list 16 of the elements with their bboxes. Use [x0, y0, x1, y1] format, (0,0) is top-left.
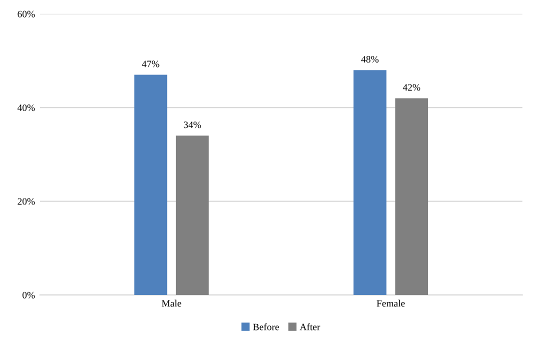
bar — [395, 98, 428, 295]
legend-label: Before — [253, 323, 279, 330]
x-tick-label: Female — [376, 300, 405, 307]
y-tick-label: 20% — [18, 198, 35, 205]
y-tick-label: 40% — [17, 104, 35, 112]
bar — [176, 136, 209, 295]
data-label: 47% — [142, 60, 160, 68]
legend-label: After — [300, 323, 320, 330]
bar — [354, 70, 386, 295]
bar — [134, 74, 168, 295]
x-tick-label: Male — [162, 300, 182, 307]
y-tick-label: 0% — [22, 292, 35, 298]
data-label: 48% — [361, 56, 379, 63]
data-label: 34% — [184, 122, 201, 128]
y-tick-label: 60% — [18, 10, 35, 18]
data-label: 42% — [402, 84, 420, 91]
